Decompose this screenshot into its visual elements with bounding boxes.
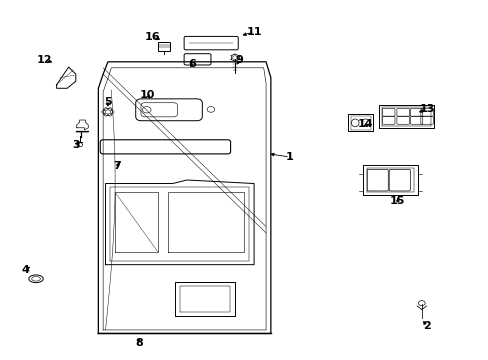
Text: 8: 8 (135, 338, 142, 348)
Text: 9: 9 (235, 55, 243, 65)
Text: 3: 3 (72, 140, 80, 150)
Text: 2: 2 (422, 321, 429, 332)
Text: 11: 11 (246, 27, 261, 37)
Text: 4: 4 (21, 265, 29, 275)
Text: 10: 10 (140, 90, 155, 100)
Text: 15: 15 (389, 196, 405, 206)
Text: 1: 1 (285, 152, 293, 162)
Text: 6: 6 (187, 59, 195, 68)
Text: 7: 7 (113, 161, 121, 171)
Text: 16: 16 (144, 32, 160, 42)
Text: 14: 14 (357, 119, 372, 129)
Text: 12: 12 (37, 55, 52, 65)
Bar (158, 42, 169, 51)
Text: 5: 5 (104, 98, 111, 107)
Text: 13: 13 (419, 104, 434, 114)
